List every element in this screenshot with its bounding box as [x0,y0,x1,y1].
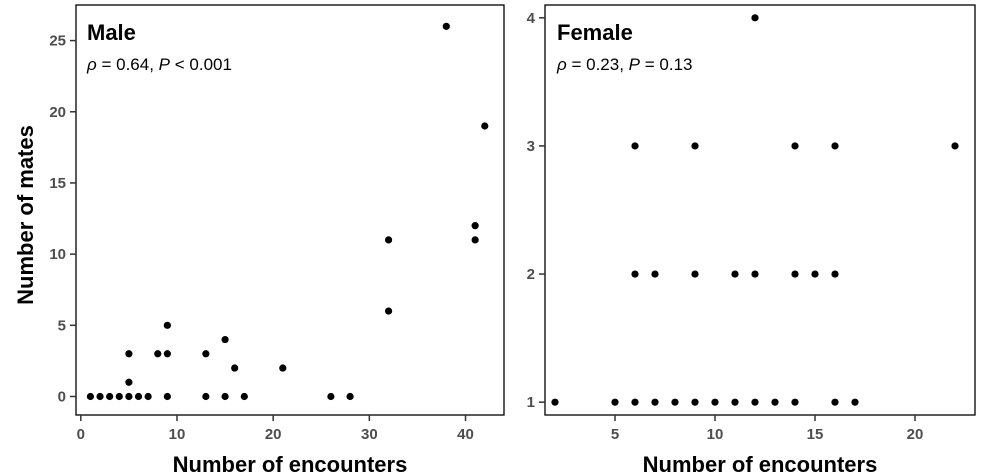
male-y-tick-label: 10 [49,246,66,263]
male-data-point [154,350,162,358]
male-data-point [471,236,479,244]
male-data-point [384,307,393,315]
female-data-point [791,270,799,278]
male-data-point [86,392,95,401]
male-data-point [106,392,114,401]
male-data-point [163,350,171,358]
female-x-tick-label: 20 [907,426,924,443]
male-data-point [115,392,123,401]
female-data-point [711,398,719,406]
female-x-tick-label: 15 [807,426,824,443]
male-panel: Male ρ = 0.64, P < 0.001 Number of encou… [49,4,505,476]
male-y-tick-label: 5 [58,317,66,334]
male-ticks: 0 10 20 30 40 0 5 10 15 20 25 [49,33,474,443]
female-data-point [831,142,839,150]
female-data-point [691,270,699,278]
male-y-tick-label: 25 [49,33,66,50]
male-data-point [125,392,133,401]
male-x-tick-label: 30 [361,426,378,443]
female-plot-frame [544,4,976,416]
male-x-tick-label: 10 [169,426,186,443]
female-data-point [951,142,959,150]
female-y-tick-label: 2 [527,266,535,283]
female-data-point [831,398,839,406]
female-data-point [791,398,799,406]
female-points [551,14,959,406]
male-data-point [481,122,489,130]
male-y-tick-label: 20 [49,104,66,121]
female-data-point [631,398,639,406]
male-data-point [96,392,104,401]
female-data-point [811,270,819,278]
male-data-point [442,22,450,30]
male-data-point [346,392,354,401]
male-data-point [384,236,393,244]
male-plot-frame [75,4,505,416]
female-x-tick-label: 10 [707,426,724,443]
male-x-axis-title: Number of encounters [173,452,408,476]
female-panel-stat: ρ = 0.23, P = 0.13 [556,55,692,74]
female-data-point [631,142,639,150]
female-x-axis-title: Number of encounters [643,452,878,476]
female-data-point [831,270,839,278]
male-rho-value: = 0.64, [97,55,159,74]
female-data-point [691,398,699,406]
male-data-point [125,378,133,386]
female-data-point [731,270,739,278]
female-data-point [631,270,639,278]
female-p-value: = 0.13 [640,55,692,74]
female-p-symbol: P [629,55,641,74]
male-data-point [163,392,171,401]
male-data-point [231,364,239,372]
female-data-point [671,398,679,406]
female-data-point [651,270,659,278]
male-p-symbol: P [159,55,171,74]
female-data-point [691,142,699,150]
female-data-point [611,398,619,406]
female-panel-title: Female [557,20,633,45]
male-x-tick-label: 40 [457,426,474,443]
male-data-point [471,222,479,230]
male-y-tick-label: 15 [49,175,66,192]
male-p-value: < 0.001 [170,55,232,74]
female-data-point [751,270,759,278]
female-y-tick-label: 3 [527,138,535,155]
male-data-point [125,350,133,358]
male-data-point [163,321,171,329]
male-x-tick-label: 20 [265,426,282,443]
female-y-tick-label: 1 [527,394,535,411]
male-data-point [134,392,143,401]
male-rho-symbol: ρ [86,55,97,74]
female-rho-value: = 0.23, [567,55,629,74]
male-points [86,22,489,401]
female-data-point [751,14,759,22]
male-data-point [221,335,229,344]
male-data-point [279,364,287,372]
male-x-tick-label: 0 [77,426,85,443]
female-data-point [851,398,859,406]
male-data-point [144,392,152,401]
female-x-tick-label: 5 [611,426,619,443]
female-panel: Female ρ = 0.23, P = 0.13 Number of enco… [527,4,976,476]
y-axis-title: Number of mates [13,125,38,305]
male-y-tick-label: 0 [58,388,66,405]
male-data-point [221,392,229,401]
male-data-point [202,392,210,401]
female-rho-symbol: ρ [556,55,567,74]
female-data-point [751,398,759,406]
male-panel-title: Male [87,20,136,45]
female-ticks: 5 10 15 20 1 2 3 4 [527,10,924,443]
male-data-point [327,392,335,401]
male-data-point [240,392,248,401]
female-data-point [731,398,739,406]
female-data-point [771,398,779,406]
male-panel-stat: ρ = 0.64, P < 0.001 [86,55,232,74]
female-y-tick-label: 4 [527,10,536,27]
female-data-point [651,398,659,406]
female-data-point [551,398,559,406]
male-data-point [202,350,210,358]
female-data-point [791,142,799,150]
